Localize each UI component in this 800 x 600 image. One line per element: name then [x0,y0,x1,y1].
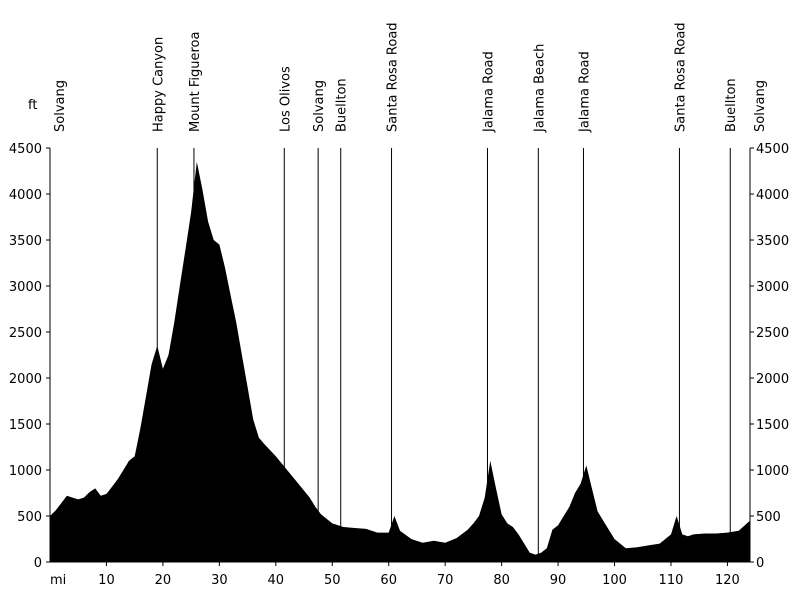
left-y-tick-label: 500 [17,510,42,525]
left-y-tick-label: 3500 [9,234,42,249]
right-y-tick-label: 0 [756,556,764,571]
waypoint-label: Jalama Road [482,51,497,133]
x-tick-label: 60 [380,573,397,588]
x-tick-label: 70 [437,573,454,588]
waypoint-label: Jalama Beach [532,44,547,133]
right-y-tick-label: 1000 [756,464,789,479]
right-y-tick-label: 500 [756,510,781,525]
y-unit-label: ft [28,98,37,113]
right-y-tick-label: 3500 [756,234,789,249]
left-y-tick-label: 3000 [9,280,42,295]
waypoint-label: Mount Figueroa [188,32,203,132]
x-tick-label: 120 [715,573,740,588]
x-unit-label: mi [50,573,66,588]
waypoint-label: Buellton [335,78,350,132]
waypoint-label: Jalama Road [577,51,592,133]
waypoint-label: Buellton [724,78,739,132]
right-y-tick-label: 4500 [756,142,789,157]
left-y-tick-label: 1500 [9,418,42,433]
x-tick-label: 110 [659,573,684,588]
left-y-tick-label: 1000 [9,464,42,479]
elevation-area [50,161,750,563]
left-y-tick-label: 2000 [9,372,42,387]
waypoint-label: Solvang [312,80,327,132]
x-tick-label: 20 [155,573,172,588]
right-y-tick-label: 4000 [756,188,789,203]
waypoint-label: Santa Rosa Road [386,22,401,132]
waypoint-label: Solvang [53,80,68,132]
waypoint-label: Happy Canyon [151,37,166,132]
left-y-tick-label: 0 [34,556,42,571]
x-tick-label: 50 [324,573,341,588]
left-y-tick-label: 4000 [9,188,42,203]
x-tick-label: 90 [550,573,567,588]
waypoint-label: Los Olivos [278,66,293,132]
x-tick-label: 10 [98,573,115,588]
right-y-tick-label: 2000 [756,372,789,387]
right-y-tick-label: 1500 [756,418,789,433]
x-tick-label: 40 [268,573,285,588]
waypoint-label: Solvang [753,80,768,132]
left-y-tick-label: 4500 [9,142,42,157]
x-tick-label: 80 [493,573,510,588]
left-y-tick-label: 2500 [9,326,42,341]
x-tick-label: 100 [602,573,627,588]
x-tick-label: 30 [211,573,228,588]
right-y-tick-label: 2500 [756,326,789,341]
waypoint-label: Santa Rosa Road [673,22,688,132]
right-y-tick-label: 3000 [756,280,789,295]
